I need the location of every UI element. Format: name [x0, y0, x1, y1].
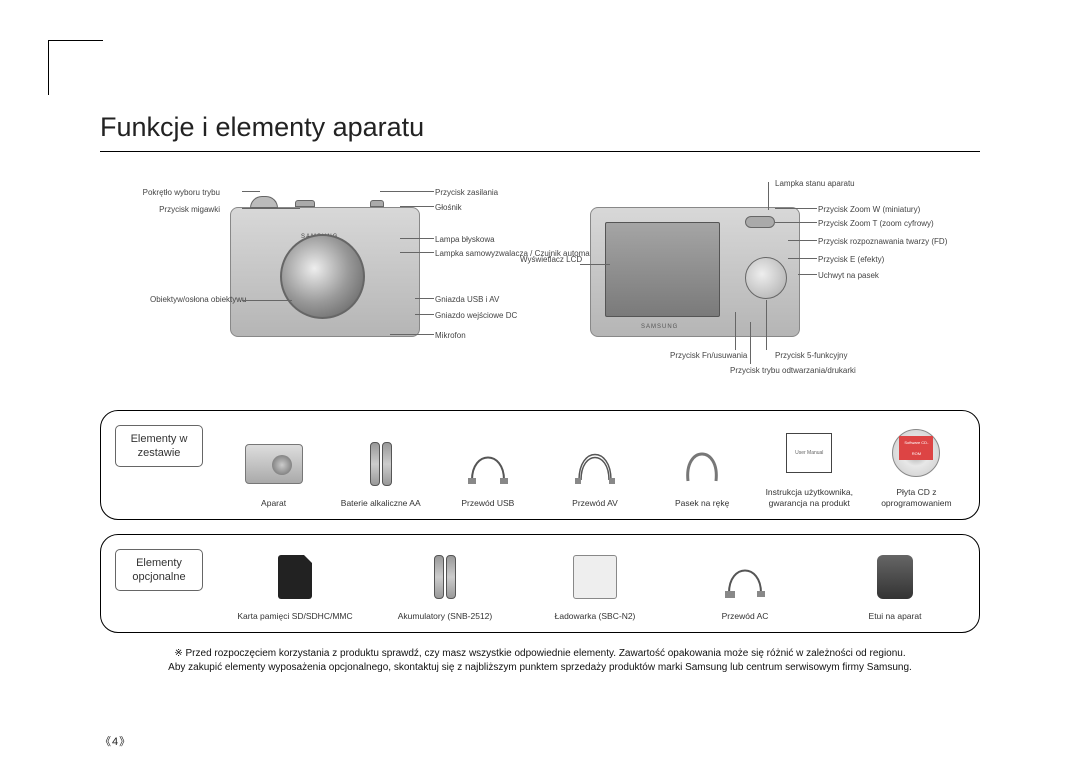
lbl-zoom-w: Przycisk Zoom W (miniatury)	[818, 204, 920, 215]
list-item: Przewód USB	[439, 436, 536, 509]
camera-icon	[245, 444, 303, 484]
lbl-shutter: Przycisk migawki	[159, 204, 220, 215]
lbl-usb-av: Gniazda USB i AV	[435, 294, 499, 305]
list-item: User Manual Instrukcja użytkownika, gwar…	[761, 425, 858, 509]
recharge-batt-icon	[433, 549, 457, 605]
lbl-fn: Przycisk Fn/usuwania	[670, 350, 747, 361]
list-item: Przewód AC	[675, 549, 815, 622]
item-label: Przewód USB	[461, 498, 514, 509]
lbl-fd: Przycisk rozpoznawania twarzy (FD)	[818, 236, 947, 247]
item-label: Etui na aparat	[869, 611, 922, 622]
item-label: Pasek na rękę	[675, 498, 729, 509]
av-cable-icon	[571, 442, 619, 486]
item-label: Akumulatory (SNB-2512)	[398, 611, 492, 622]
list-item: Baterie alkaliczne AA	[332, 436, 429, 509]
list-item: Ładowarka (SBC-N2)	[525, 549, 665, 622]
item-label: Przewód AC	[722, 611, 769, 622]
crop-marks	[48, 40, 103, 95]
camera-back-diagram: SAMSUNG Wyświetlacz LCD Lampka stanu apa…	[550, 172, 980, 392]
lbl-lcd: Wyświetlacz LCD	[520, 254, 570, 265]
cd-icon: Software CD-ROM	[892, 429, 940, 477]
lbl-mode-dial: Pokrętło wyboru trybu	[143, 187, 220, 198]
list-item: Pasek na rękę	[654, 436, 751, 509]
optional-box: Elementy opcjonalne Karta pamięci SD/SDH…	[100, 534, 980, 633]
lbl-lens: Obiektyw/osłona obiektywu	[150, 294, 220, 305]
power-btn-icon	[370, 200, 384, 207]
mode-dial-icon	[250, 196, 278, 208]
sd-card-icon	[278, 555, 312, 599]
optional-label: Elementy opcjonalne	[115, 549, 203, 591]
included-items: Aparat Baterie alkaliczne AA Przewód USB…	[115, 425, 965, 509]
lbl-power: Przycisk zasilania	[435, 187, 498, 198]
usb-cable-icon	[464, 442, 512, 486]
footer-note: ※ Przed rozpoczęciem korzystania z produ…	[100, 647, 980, 675]
item-label: Instrukcja użytkownika, gwarancja na pro…	[761, 487, 858, 509]
lbl-playback: Przycisk trybu odtwarzania/drukarki	[730, 365, 856, 376]
lbl-dc-in: Gniazdo wejściowe DC	[435, 310, 517, 321]
item-label: Karta pamięci SD/SDHC/MMC	[237, 611, 352, 622]
lbl-zoom-t: Przycisk Zoom T (zoom cyfrowy)	[818, 218, 934, 229]
charger-icon	[573, 555, 617, 599]
list-item: Software CD-ROM Płyta CD z oprogramowani…	[868, 425, 965, 509]
item-label: Płyta CD z oprogramowaniem	[868, 487, 965, 509]
batteries-icon	[369, 436, 393, 492]
lbl-strap: Uchwyt na pasek	[818, 270, 879, 281]
ac-cable-icon	[721, 555, 769, 599]
shutter-btn-icon	[295, 200, 315, 207]
list-item: Przewód AV	[546, 436, 643, 509]
strap-icon	[678, 441, 726, 488]
zoom-rocker-icon	[745, 216, 775, 228]
case-icon	[877, 555, 913, 599]
lbl-status-lamp: Lampka stanu aparatu	[775, 178, 855, 189]
page-title: Funkcje i elementy aparatu	[100, 112, 980, 152]
list-item: Etui na aparat	[825, 549, 965, 622]
item-label: Przewód AV	[572, 498, 618, 509]
brand-label-back: SAMSUNG	[641, 324, 678, 330]
list-item: Karta pamięci SD/SDHC/MMC	[225, 549, 365, 622]
lens-icon	[280, 234, 365, 319]
included-label: Elementy w zestawie	[115, 425, 203, 467]
camera-front-diagram: SAMSUNG Pokrętło wyboru trybu Przycisk m…	[100, 172, 530, 392]
list-item: Akumulatory (SNB-2512)	[375, 549, 515, 622]
item-label: Ładowarka (SBC-N2)	[555, 611, 636, 622]
manual-icon: User Manual	[786, 433, 832, 473]
lbl-speaker: Głośnik	[435, 202, 462, 213]
lbl-mic: Mikrofon	[435, 330, 466, 341]
footer-line1: ※ Przed rozpoczęciem korzystania z produ…	[100, 647, 980, 661]
item-label: Aparat	[261, 498, 286, 509]
diagram-row: SAMSUNG Pokrętło wyboru trybu Przycisk m…	[100, 172, 980, 392]
page-number: 4	[100, 733, 130, 749]
optional-items: Karta pamięci SD/SDHC/MMC Akumulatory (S…	[115, 549, 965, 622]
item-label: Baterie alkaliczne AA	[341, 498, 421, 509]
dpad-icon	[745, 257, 787, 299]
lbl-e-effect: Przycisk E (efekty)	[818, 254, 884, 265]
lbl-flash: Lampa błyskowa	[435, 234, 495, 245]
lbl-5func: Przycisk 5-funkcyjny	[775, 350, 847, 361]
list-item: Aparat	[225, 436, 322, 509]
page-content: Funkcje i elementy aparatu SAMSUNG Pokrę…	[100, 112, 980, 675]
lcd-icon	[605, 222, 720, 317]
included-box: Elementy w zestawie Aparat Baterie alkal…	[100, 410, 980, 520]
footer-line2: Aby zakupić elementy wyposażenia opcjona…	[100, 661, 980, 675]
